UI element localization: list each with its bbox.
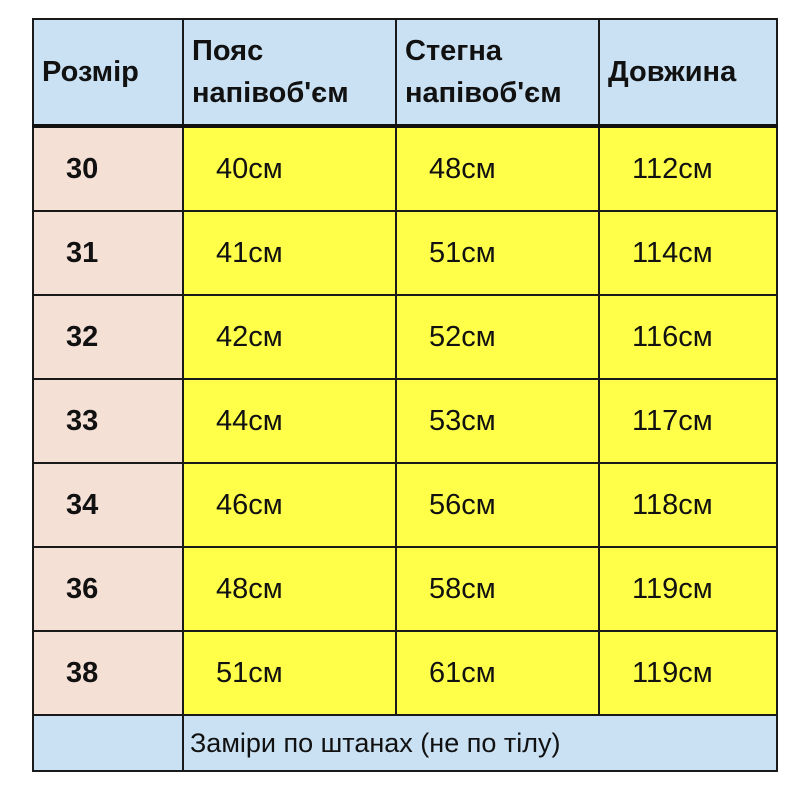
table-row: 34 46см 56см 118см	[32, 462, 778, 548]
cell-size: 31	[32, 210, 184, 296]
header-length: Довжина	[598, 18, 778, 127]
cell-hips: 58см	[395, 546, 600, 632]
footer-empty-cell	[32, 714, 184, 772]
cell-length: 116см	[598, 294, 778, 380]
footer-note: Заміри по штанах (не по тілу)	[182, 714, 778, 772]
header-waist: Пояс напівоб'єм	[182, 18, 397, 127]
cell-length: 117см	[598, 378, 778, 464]
header-hips: Стегна напівоб'єм	[395, 18, 600, 127]
cell-size: 38	[32, 630, 184, 716]
cell-length: 112см	[598, 125, 778, 212]
cell-size: 33	[32, 378, 184, 464]
size-chart-table: Розмір Пояс напівоб'єм Стегна напівоб'єм Д…	[32, 18, 778, 772]
cell-waist: 40см	[182, 125, 397, 212]
header-size-label: Розмір	[42, 56, 139, 88]
header-row: Розмір Пояс напівоб'єм Стегна напівоб'єм Д…	[32, 18, 778, 127]
table-row: 30 40см 48см 112см	[32, 125, 778, 212]
cell-length: 119см	[598, 630, 778, 716]
cell-length: 118см	[598, 462, 778, 548]
cell-hips: 52см	[395, 294, 600, 380]
table-row: 33 44см 53см 117см	[32, 378, 778, 464]
cell-waist: 46см	[182, 462, 397, 548]
cell-size: 32	[32, 294, 184, 380]
header-hips-line2: напівоб'єм	[405, 77, 562, 109]
header-hips-line1: Стегна	[405, 35, 502, 67]
cell-hips: 51см	[395, 210, 600, 296]
table-row: 36 48см 58см 119см	[32, 546, 778, 632]
header-waist-line1: Пояс	[192, 35, 264, 67]
table-row: 38 51см 61см 119см	[32, 630, 778, 716]
cell-length: 114см	[598, 210, 778, 296]
header-size: Розмір	[32, 18, 184, 127]
cell-waist: 41см	[182, 210, 397, 296]
cell-waist: 48см	[182, 546, 397, 632]
header-length-label: Довжина	[608, 56, 737, 88]
cell-hips: 61см	[395, 630, 600, 716]
header-waist-line2: напівоб'єм	[192, 77, 349, 109]
cell-length: 119см	[598, 546, 778, 632]
cell-waist: 44см	[182, 378, 397, 464]
cell-size: 36	[32, 546, 184, 632]
cell-hips: 56см	[395, 462, 600, 548]
cell-size: 34	[32, 462, 184, 548]
cell-hips: 53см	[395, 378, 600, 464]
table-row: 31 41см 51см 114см	[32, 210, 778, 296]
cell-waist: 51см	[182, 630, 397, 716]
cell-size: 30	[32, 125, 184, 212]
footer-row: Заміри по штанах (не по тілу)	[32, 714, 778, 772]
cell-waist: 42см	[182, 294, 397, 380]
cell-hips: 48см	[395, 125, 600, 212]
table-row: 32 42см 52см 116см	[32, 294, 778, 380]
